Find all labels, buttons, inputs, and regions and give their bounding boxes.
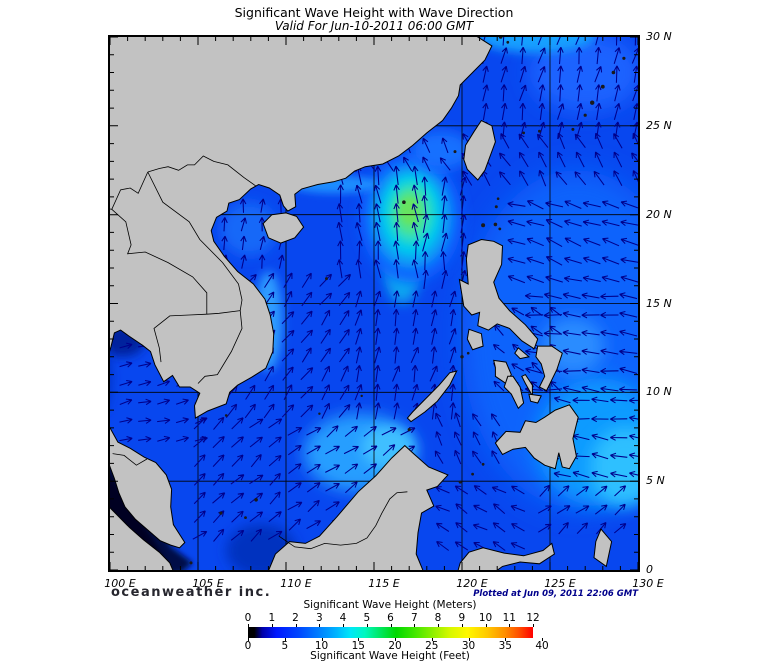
meters-tick-10: 10 [478,612,493,624]
oceanweather-branding: oceanweather inc. [111,585,272,600]
lat-label-15n: 15 N [646,297,672,310]
feet-tickmark [395,638,396,641]
meters-tick-9: 9 [458,612,466,624]
feet-tickmark [468,638,470,641]
meters-tickmark [414,624,416,627]
lon-label-110e: 110 E [280,577,312,590]
feet-tick-40: 40 [535,640,549,652]
meters-tickmark [438,624,439,627]
lat-label-10n: 10 N [646,385,672,398]
meters-tickmark [533,624,534,627]
lat-label-5n: 5 N [646,474,665,487]
meters-tick-5: 5 [363,612,371,624]
meters-tick-11: 11 [502,612,516,624]
meters-tickmark [295,624,297,627]
map-frame [83,17,691,578]
lat-label-20n: 20 N [646,208,672,221]
legend-title-feet: Significant Wave Height (Feet) [310,650,470,662]
feet-tick-20: 20 [388,640,402,652]
feet-tick-15: 15 [351,640,365,652]
wave-height-map [83,17,691,578]
lat-label-0n: 0 [646,563,653,576]
meters-tick-2: 2 [292,612,299,624]
land-cebu [521,373,533,398]
meters-tickmark [390,624,392,627]
meters-tickmark [461,624,463,627]
meters-tick-12: 12 [526,612,540,624]
feet-tickmark [321,638,323,641]
land-negros [503,375,525,410]
meters-tickmark [366,624,368,627]
feet-tickmark [248,638,249,641]
land-hainan [262,212,305,244]
land-mindoro [466,328,484,351]
legend-colorbar [248,627,533,638]
plotted-timestamp: Plotted at Jun 09, 2011 22:06 GMT [473,589,638,599]
land-masbate [514,347,531,360]
meters-tickmark [319,624,321,627]
feet-tick-35: 35 [498,640,512,652]
land-bohol [528,393,542,404]
feet-tick-5: 5 [281,640,289,652]
lon-label-100e: 100 E [104,577,136,590]
lon-label-120e: 120 E [456,577,488,590]
meters-tickmark [343,624,344,627]
feet-tick-25: 25 [425,640,439,652]
meters-tick-4: 4 [339,612,347,624]
feet-tickmark [431,638,433,641]
meters-tickmark [509,624,511,627]
meters-tick-0: 0 [244,612,252,624]
land-halmahera [593,528,613,568]
meters-tick-3: 3 [315,612,323,624]
valid-time-subtitle: Valid For Jun-10-2011 06:00 GMT [274,19,474,33]
meters-tickmark [271,624,273,627]
land-luzon [458,238,539,350]
feet-tickmark [358,638,360,641]
feet-tick-10: 10 [314,640,329,652]
land-borneo [265,444,449,576]
land-samar-leyte [535,345,563,392]
feet-tick-0: 0 [244,640,252,652]
lon-label-125e: 125 E [544,577,576,590]
lon-label-105e: 105 E [192,577,224,590]
feet-tickmark [505,638,507,641]
lon-label-115e: 115 E [368,577,400,590]
land-taiwan [463,119,496,181]
meters-tick-6: 6 [387,612,394,624]
feet-tickmark [542,638,543,641]
feet-tick-30: 30 [461,640,476,652]
land-mindanao [494,404,579,470]
meters-tickmark [485,624,487,627]
lat-label-30n: 30 N [646,30,672,43]
meters-tick-1: 1 [268,612,276,624]
lon-label-130e: 130 E [632,577,664,590]
page-title: Significant Wave Height with Wave Direct… [234,5,514,20]
land-sulawesi [456,542,555,576]
meters-tick-8: 8 [434,612,442,624]
meters-tickmark [248,624,249,627]
land-mainland-asia [84,20,500,549]
feet-tickmark [284,638,286,641]
meters-tick-7: 7 [410,612,418,624]
lat-label-25n: 25 N [646,119,672,132]
land-palawan [406,370,458,423]
legend-title-meters: Significant Wave Height (Meters) [303,599,477,611]
